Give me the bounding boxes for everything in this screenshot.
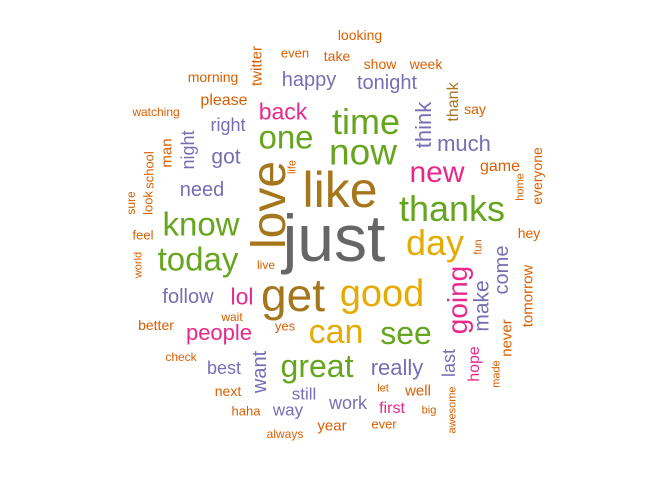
word-new: new [409,156,465,189]
word-wait: wait [221,310,243,324]
word-make: make [470,280,494,332]
word-come: come [491,245,513,295]
word-world: world [132,251,145,279]
word-yes: yes [274,318,296,334]
word-man: man [158,138,176,168]
word-first: first [379,400,405,417]
word-sure: sure [124,191,138,215]
word-get: get [261,269,325,321]
word-really: really [370,355,424,380]
word-want: want [249,350,271,394]
word-made: made [490,360,503,388]
word-show: show [363,56,397,72]
word-right: right [210,115,246,135]
word-please: please [200,92,248,109]
word-feel: feel [132,227,154,243]
word-looking: looking [337,27,383,43]
word-can: can [308,313,364,351]
word-year: year [317,417,347,435]
word-take: take [323,48,351,64]
word-lol: lol [230,283,254,310]
word-work: work [328,393,368,413]
word-next: next [214,383,242,399]
word-thank: thank [445,82,462,122]
word-way: way [272,400,304,420]
word-thanks: thanks [398,188,506,229]
word-hey: hey [517,225,541,241]
word-best: best [206,358,242,378]
word-follow: follow [162,286,214,308]
word-life: life [286,159,299,175]
word-everyone: everyone [529,147,545,205]
word-going: going [442,265,473,335]
word-like: like [302,162,378,218]
word-happy: happy [281,69,337,91]
word-today: today [157,240,239,278]
word-even: even [280,45,310,61]
word-good: good [339,273,425,315]
word-never: never [498,319,516,357]
word-look: look [140,191,156,215]
word-know: know [162,205,240,243]
word-better: better [138,317,174,333]
word-great: great [280,348,354,384]
word-day: day [405,222,465,263]
word-see: see [380,315,432,351]
word-week: week [409,56,443,72]
word-haha: haha [231,403,261,419]
word-now: now [329,131,397,173]
word-last: last [439,348,459,378]
word-school: school [141,151,157,189]
word-tomorrow: tomorrow [519,264,537,328]
word-people: people [185,320,253,345]
word-ever: ever [371,416,397,432]
word-night: night [178,130,198,170]
word-live: live [256,258,276,272]
word-hope: hope [466,346,483,382]
word-morning: morning [187,69,239,85]
word-think: think [411,101,436,149]
word-tonight: tonight [356,72,418,94]
word-much: much [437,131,491,156]
word-always: always [266,427,304,441]
word-game: game [479,158,521,175]
word-twitter: twitter [248,45,266,87]
word-just: just [282,201,386,275]
word-love: love [243,160,296,250]
word-home: home [514,173,527,201]
word-fun: fun [472,239,485,255]
word-one: one [258,118,314,156]
word-awesome: awesome [446,386,459,434]
word-big: big [421,404,437,417]
word-still: still [291,384,317,404]
word-watching: watching [132,105,180,119]
word-time: time [331,101,401,142]
word-got: got [211,145,241,169]
word-say: say [464,101,486,117]
word-well: well [405,382,431,400]
word-check: check [165,350,197,364]
word-back: back [258,98,308,125]
word-let: let [377,382,389,395]
word-need: need [179,179,225,201]
